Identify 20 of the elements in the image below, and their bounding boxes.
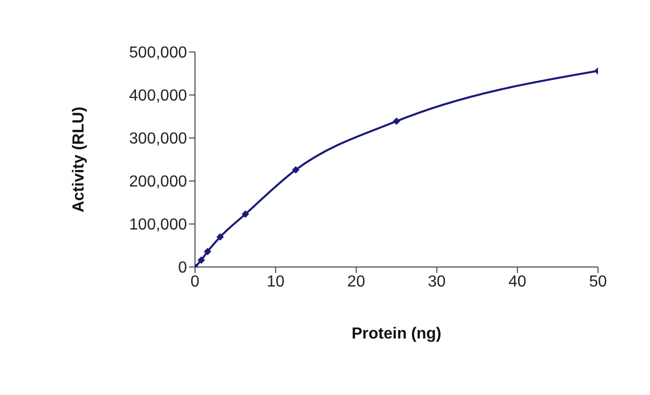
point xyxy=(204,248,212,256)
point xyxy=(198,256,205,264)
x-tick-label: 20 xyxy=(347,273,366,290)
y-axis-title: Activity (RLU) xyxy=(70,106,88,212)
point xyxy=(242,210,249,218)
x-tick-label: 0 xyxy=(190,273,200,290)
y-tick-label: 300,000 xyxy=(129,130,188,148)
point xyxy=(292,166,300,174)
x-tick-label: 30 xyxy=(428,273,446,290)
point xyxy=(393,118,400,125)
y-tick-label: 100,000 xyxy=(129,216,188,234)
x-axis-title: Protein (ng) xyxy=(352,325,442,342)
y-tick-label: 200,000 xyxy=(129,174,188,191)
point xyxy=(216,233,224,240)
x-tick-label: 40 xyxy=(508,273,526,290)
y-tick-label: 400,000 xyxy=(129,88,188,105)
y-tick-label: 500,000 xyxy=(129,44,188,62)
x-tick-label: 10 xyxy=(266,273,285,290)
y-tick-label: 0 xyxy=(178,260,188,277)
x-tick-label: 50 xyxy=(589,273,607,290)
